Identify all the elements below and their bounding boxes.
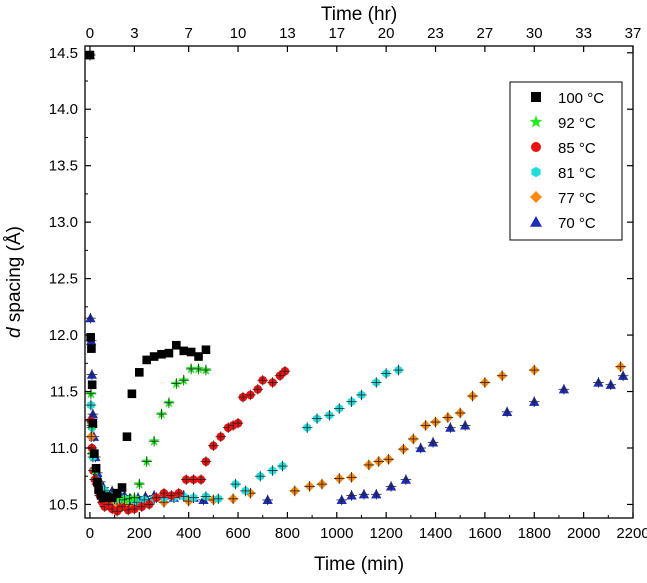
legend-label: 77 °C (558, 190, 596, 207)
data-point (107, 493, 117, 502)
legend-marker (530, 216, 542, 227)
x-tick-label: 1400 (419, 525, 452, 542)
x-tick-label: 600 (226, 525, 251, 542)
top-x-tick-label: 17 (328, 25, 345, 42)
data-point (179, 346, 189, 356)
top-x-tick-label: 33 (575, 25, 592, 42)
data-point (117, 483, 127, 492)
y-axis: 10.5 11.0 11.5 12.0 12.5 13.0 13.5 14.0 14.5 (49, 45, 633, 513)
chart-marks (84, 49, 629, 517)
y-tick-label: 13.5 (49, 158, 78, 175)
data-point (164, 348, 174, 358)
top-x-tick-label: 3 (130, 25, 138, 42)
legend-label: 92 °C (558, 115, 596, 132)
x-tick-label: 2000 (567, 525, 600, 542)
y-tick-label: 14.0 (49, 101, 78, 118)
data-point (172, 340, 181, 350)
data-point (102, 492, 112, 501)
data-point (127, 389, 137, 399)
series-hexagon (84, 49, 404, 508)
legend-marker (531, 142, 541, 152)
top-x-tick-label: 37 (625, 25, 642, 42)
data-point (93, 477, 102, 487)
legend: 100 °C 92 °C 85 °C 81 °C 77 °C 70 °C (509, 81, 623, 241)
legend-label: 85 °C (558, 140, 596, 157)
y-axis-title-italic: d (4, 326, 25, 338)
x-tick-label: 1800 (518, 525, 551, 542)
top-x-axis-title: Time (hr) (321, 4, 397, 25)
y-tick-label: 11.5 (50, 384, 78, 401)
data-point (194, 352, 203, 361)
x-tick-label: 200 (127, 525, 152, 542)
x-tick-label: 2200 (616, 525, 647, 542)
data-point (91, 464, 101, 473)
legend-label: 100 °C (558, 90, 604, 107)
data-point (142, 355, 152, 365)
legend-marker (529, 115, 543, 128)
data-point (85, 50, 95, 60)
data-point (122, 432, 132, 441)
top-x-tick-label: 30 (526, 25, 543, 42)
x-axis: 0 200 400 600 800 1000 1200 1400 1600 1800 2000 220… (86, 512, 647, 542)
legend-marker (530, 191, 542, 203)
top-x-tick-label: 23 (427, 25, 444, 42)
y-tick-label: 14.5 (49, 45, 78, 62)
data-point (201, 345, 211, 355)
top-x-tick-label: 0 (86, 25, 94, 42)
y-axis-title-rest: spacing (Å) (4, 226, 25, 327)
legend-marker (531, 166, 541, 178)
x-tick-label: 800 (275, 525, 300, 542)
x-tick-label: 1600 (468, 525, 501, 542)
plot-frame (84, 45, 634, 519)
data-point (88, 418, 98, 428)
data-point (112, 488, 122, 498)
top-x-tick-label: 10 (230, 25, 247, 42)
legend-label: 70 °C (558, 215, 596, 232)
x-tick-label: 0 (86, 525, 94, 542)
legend-box (509, 81, 623, 241)
data-point (87, 344, 96, 353)
x-tick-label: 1200 (369, 525, 402, 542)
legend-label: 81 °C (558, 165, 596, 182)
top-x-tick-label: 13 (279, 25, 296, 42)
top-x-tick-label: 27 (477, 25, 494, 42)
data-point (186, 347, 196, 357)
data-point (157, 349, 166, 359)
series-star (84, 49, 212, 506)
data-point (87, 380, 97, 390)
series-square (85, 50, 211, 502)
x-axis-title: Time (min) (314, 554, 404, 575)
top-x-axis: 0 3 7 10 13 17 20 23 27 30 33 37 (86, 25, 642, 52)
data-point (90, 449, 99, 458)
top-x-tick-label: 20 (378, 25, 395, 42)
x-tick-label: 400 (176, 525, 201, 542)
data-point (94, 485, 103, 495)
top-x-tick-label: 7 (185, 25, 193, 42)
data-point (135, 368, 144, 377)
series-circle (84, 49, 291, 517)
y-tick-label: 13.0 (49, 214, 78, 231)
x-tick-label: 1000 (320, 525, 353, 542)
y-tick-label: 10.5 (49, 496, 78, 513)
data-point (149, 352, 159, 361)
y-tick-label: 12.5 (49, 271, 78, 288)
y-tick-label: 11.0 (50, 440, 78, 457)
legend-marker (531, 92, 541, 102)
y-axis-title: d spacing (Å) (4, 226, 25, 338)
data-point (86, 333, 95, 342)
y-tick-label: 12.0 (49, 327, 78, 344)
